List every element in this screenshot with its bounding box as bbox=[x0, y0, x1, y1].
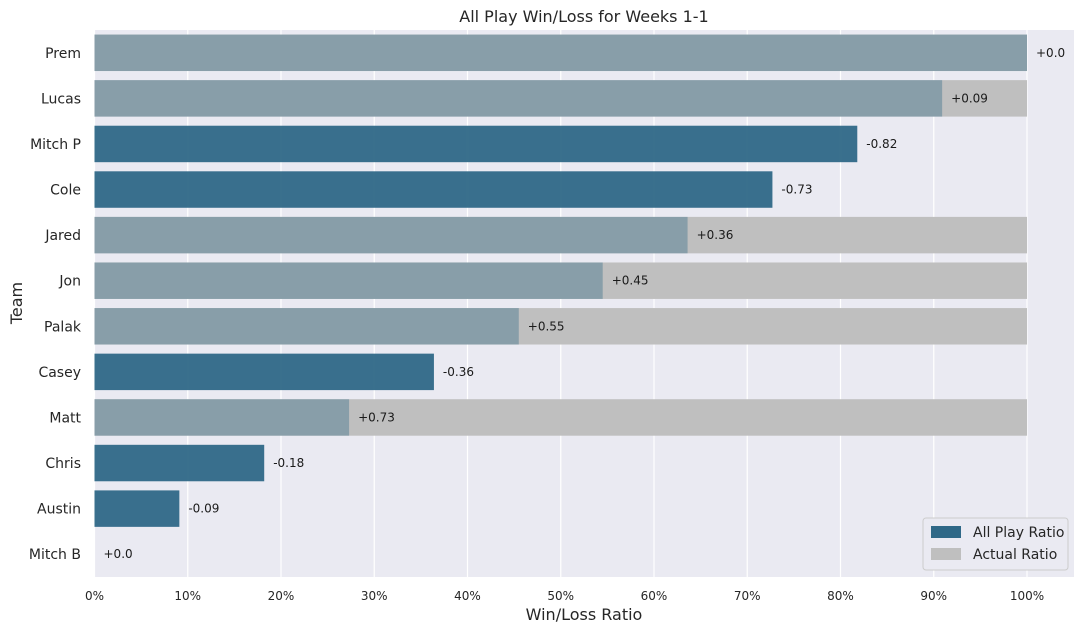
data-label-lucas: +0.09 bbox=[951, 91, 988, 105]
bar-all-play-jared bbox=[94, 216, 688, 254]
x-tick-label: 50% bbox=[547, 589, 574, 603]
y-tick-label-austin: Austin bbox=[37, 502, 81, 518]
data-label-chris: -0.18 bbox=[273, 456, 304, 470]
x-tick-label: 80% bbox=[827, 589, 854, 603]
y-tick-label-mitch-p: Mitch P bbox=[30, 137, 81, 153]
x-tick-label: 70% bbox=[734, 589, 761, 603]
data-label-palak: +0.55 bbox=[528, 319, 565, 333]
plot-background bbox=[94, 30, 1074, 577]
data-label-jon: +0.45 bbox=[612, 274, 649, 288]
data-label-matt: +0.73 bbox=[358, 410, 395, 424]
y-tick-label-mitch-b: Mitch B bbox=[29, 547, 81, 563]
x-tick-label: 0% bbox=[85, 589, 104, 603]
data-label-jared: +0.36 bbox=[697, 228, 734, 242]
bar-all-play-matt bbox=[94, 399, 350, 436]
bar-all-play-jon bbox=[94, 262, 603, 299]
legend: All Play Ratio Actual Ratio bbox=[922, 517, 1069, 571]
data-label-mitch-p: -0.82 bbox=[866, 137, 897, 151]
legend-swatch-all-play bbox=[931, 526, 961, 538]
legend-swatch-actual bbox=[931, 548, 961, 560]
grid bbox=[93, 30, 1028, 577]
x-tick-label: 60% bbox=[641, 589, 668, 603]
y-tick-label-jon: Jon bbox=[58, 274, 81, 290]
bar-all-play-lucas bbox=[94, 80, 943, 117]
bar-actual-palak bbox=[94, 308, 1027, 345]
data-labels: +0.0 +0.09 -0.82 -0.73 +0.36 +0.45 +0.55 -0.36 +… bbox=[104, 46, 1066, 561]
data-label-cole: -0.73 bbox=[781, 183, 812, 197]
x-tick-label: 40% bbox=[454, 589, 481, 603]
bar-actual-jon bbox=[94, 262, 1027, 299]
legend-label-actual: Actual Ratio bbox=[973, 547, 1057, 563]
bar-actual-lucas bbox=[94, 80, 1027, 117]
bar-all-play-chris bbox=[94, 444, 265, 482]
chart-title: All Play Win/Loss for Weeks 1-1 bbox=[459, 7, 708, 26]
bar-all-play-mitch-p bbox=[94, 125, 858, 163]
bar-all-play-palak bbox=[94, 308, 519, 345]
x-tick-label: 10% bbox=[174, 589, 201, 603]
x-axis-label: Win/Loss Ratio bbox=[526, 605, 643, 624]
x-tick-label: 30% bbox=[361, 589, 388, 603]
bar-actual-jared bbox=[94, 216, 1027, 254]
data-label-prem: +0.0 bbox=[1036, 46, 1065, 60]
y-tick-label-palak: Palak bbox=[44, 319, 82, 335]
x-tick-label: 20% bbox=[268, 589, 295, 603]
y-tick-labels: Prem Lucas Mitch P Cole Jared Jon Palak Casey Ma… bbox=[29, 46, 82, 563]
y-tick-label-prem: Prem bbox=[45, 46, 81, 62]
x-tick-label: 90% bbox=[920, 589, 947, 603]
data-label-austin: -0.09 bbox=[188, 502, 219, 516]
y-tick-label-casey: Casey bbox=[38, 365, 81, 381]
y-tick-label-matt: Matt bbox=[49, 410, 81, 426]
y-tick-label-lucas: Lucas bbox=[41, 91, 81, 107]
data-label-mitch-b: +0.0 bbox=[104, 547, 133, 561]
data-label-casey: -0.36 bbox=[443, 365, 474, 379]
bar-all-play-prem bbox=[94, 34, 1027, 72]
y-tick-label-chris: Chris bbox=[45, 456, 81, 472]
bar-actual-prem bbox=[94, 34, 1027, 72]
legend-label-all-play: All Play Ratio bbox=[973, 525, 1064, 541]
bars bbox=[94, 34, 1027, 527]
x-tick-label: 100% bbox=[1010, 589, 1044, 603]
bar-all-play-austin bbox=[94, 490, 180, 527]
bar-actual-matt bbox=[94, 399, 1027, 436]
x-tick-labels: 0% 10% 20% 30% 40% 50% 60% 70% 80% 90% 100% bbox=[85, 589, 1044, 603]
y-tick-label-cole: Cole bbox=[50, 183, 81, 199]
y-tick-label-jared: Jared bbox=[44, 228, 81, 244]
bar-all-play-cole bbox=[94, 171, 773, 208]
y-axis-label: Team bbox=[7, 282, 26, 325]
bar-all-play-casey bbox=[94, 353, 434, 391]
